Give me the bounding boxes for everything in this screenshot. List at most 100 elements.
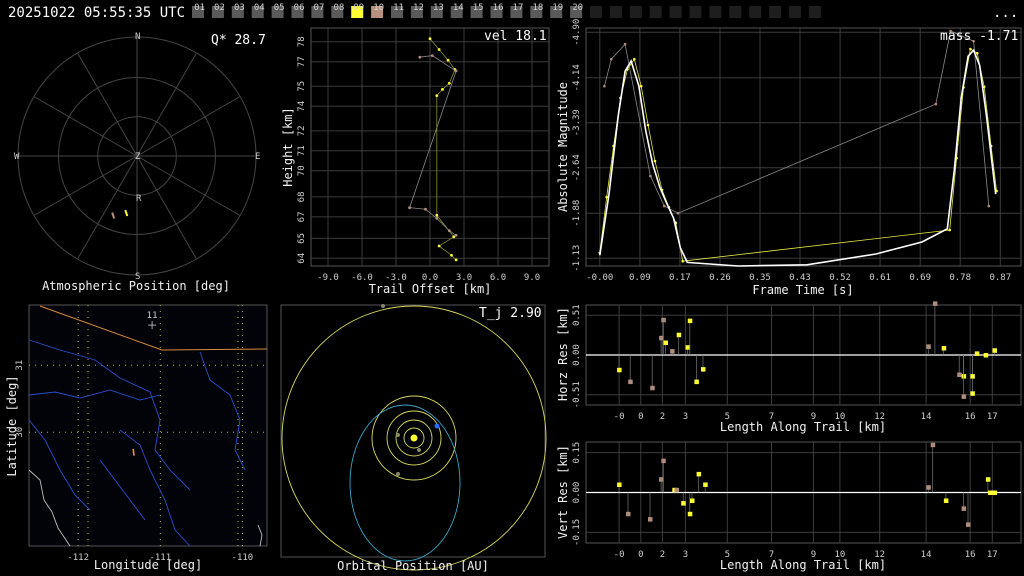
camera-cell[interactable] [570, 6, 583, 18]
compass-radiant: R [136, 194, 142, 204]
magnitude-point [982, 85, 986, 89]
camera-cell[interactable] [311, 6, 324, 18]
camera-label: 20 [572, 3, 583, 13]
magnitude-series-line [599, 48, 997, 267]
mass-readout: mass -1.71 [940, 29, 1018, 44]
y-tick-label: -1.88 [572, 200, 582, 227]
camera-cell[interactable] [291, 6, 304, 18]
residual-point [961, 394, 967, 399]
magnitude-vs-time-plot: -0.00 0.09 0.17 0.26 0.35 0.43 0.52 0.61 0.69 0.7… [556, 19, 1022, 297]
station-label: 11 [147, 311, 158, 321]
residual-point [694, 379, 699, 385]
x-tick-label: 17 [987, 550, 998, 560]
x-tick-label: -112 [67, 553, 89, 563]
x-tick-label: 0.43 [789, 273, 811, 283]
camera-label: 03 [234, 3, 245, 13]
height-y-label: Height [km] [281, 107, 295, 186]
magnitude-point [646, 123, 650, 127]
camera-cell [729, 6, 742, 18]
x-tick-label: -9.0 [317, 273, 339, 283]
height-point [437, 48, 441, 51]
x-tick-label: 10 [834, 550, 845, 560]
vres-x-label: Length Along Trail [km] [720, 558, 886, 572]
height-point [430, 54, 434, 57]
camera-cell[interactable] [430, 6, 443, 18]
camera-cell[interactable] [211, 6, 224, 18]
residual-point [676, 332, 682, 338]
residual-point [930, 442, 936, 448]
residual-point [670, 349, 675, 354]
sun-icon [410, 434, 418, 442]
camera-cell[interactable] [550, 6, 563, 18]
x-tick-label: 5 [725, 550, 730, 560]
orbit-title: Orbital Position [AU] [337, 559, 489, 573]
camera-cell [689, 6, 702, 18]
magnitude-point [949, 29, 952, 33]
atmospheric-position-title: Atmospheric Position [deg] [42, 279, 230, 293]
x-tick-label: 0.17 [669, 273, 691, 283]
camera-cell[interactable] [251, 6, 264, 18]
y-tick-label: -0.51 [572, 381, 582, 408]
camera-cell[interactable] [530, 6, 543, 18]
river-line [28, 339, 191, 491]
height-point [454, 233, 458, 237]
camera-label: 04 [254, 3, 265, 13]
river-line [28, 419, 91, 511]
polar-spoke [136, 96, 241, 157]
residual-point [941, 346, 947, 351]
height-point [454, 69, 458, 73]
camera-cell[interactable] [470, 6, 483, 18]
compass-n: N [135, 32, 140, 42]
camera-cell[interactable] [271, 6, 284, 18]
magnitude-point [948, 228, 951, 232]
magnitude-point [969, 47, 972, 51]
y-tick-label: -4.14 [572, 64, 582, 91]
x-tick-label: 7 [769, 550, 774, 560]
planet-marker [417, 448, 421, 452]
orbit-ring [386, 410, 442, 466]
height-vs-offset-plot: -9.0 -6.0 -3.0 0.0 3.0 6.0 9.0 64 65 67 68 70 71 72 74… [281, 27, 550, 296]
camera-cell[interactable] [410, 6, 423, 18]
x-tick-label: -0 [614, 412, 625, 422]
y-tick-label: -2.64 [572, 154, 582, 181]
camera-cell[interactable] [490, 6, 503, 18]
magnitude-point [681, 259, 684, 263]
x-tick-label: 2 [660, 412, 665, 422]
residual-point [648, 517, 653, 522]
camera-cell[interactable] [371, 6, 384, 18]
camera-cell[interactable] [450, 6, 463, 18]
residual-point [674, 487, 679, 493]
orbit-outer [281, 305, 547, 571]
camera-label: 12 [413, 3, 424, 13]
magnitude-x-label: Frame Time [s] [752, 283, 853, 297]
camera-label: 02 [214, 3, 225, 13]
residual-point [970, 374, 975, 379]
y-tick-label: 70 [297, 165, 307, 176]
y-tick-label: 0.00 [572, 344, 582, 366]
residual-point [985, 477, 991, 482]
river-line [28, 389, 161, 401]
y-tick-label: -4.90 [572, 19, 582, 46]
x-tick-label: 0 [638, 412, 643, 422]
camera-cell[interactable] [331, 6, 344, 18]
residual-point [926, 485, 931, 490]
camera-cell[interactable] [391, 6, 403, 18]
orbit-ring [403, 427, 425, 449]
river-line [199, 351, 246, 471]
menu-button[interactable]: ... [993, 5, 1018, 21]
camera-cell [749, 6, 762, 18]
camera-cell[interactable] [192, 6, 204, 18]
height-point [450, 253, 453, 257]
x-tick-label: 7 [769, 412, 774, 422]
river-line [99, 459, 146, 521]
height-point [435, 94, 439, 97]
camera-cell[interactable] [510, 6, 523, 18]
height-point [446, 58, 450, 62]
magnitude-point [653, 159, 657, 163]
camera-cell[interactable] [351, 6, 364, 18]
camera-cell[interactable] [231, 6, 244, 18]
y-tick-label: 65 [297, 233, 307, 244]
y-tick-label: -0.15 [572, 519, 582, 546]
height-series-line [429, 38, 457, 261]
